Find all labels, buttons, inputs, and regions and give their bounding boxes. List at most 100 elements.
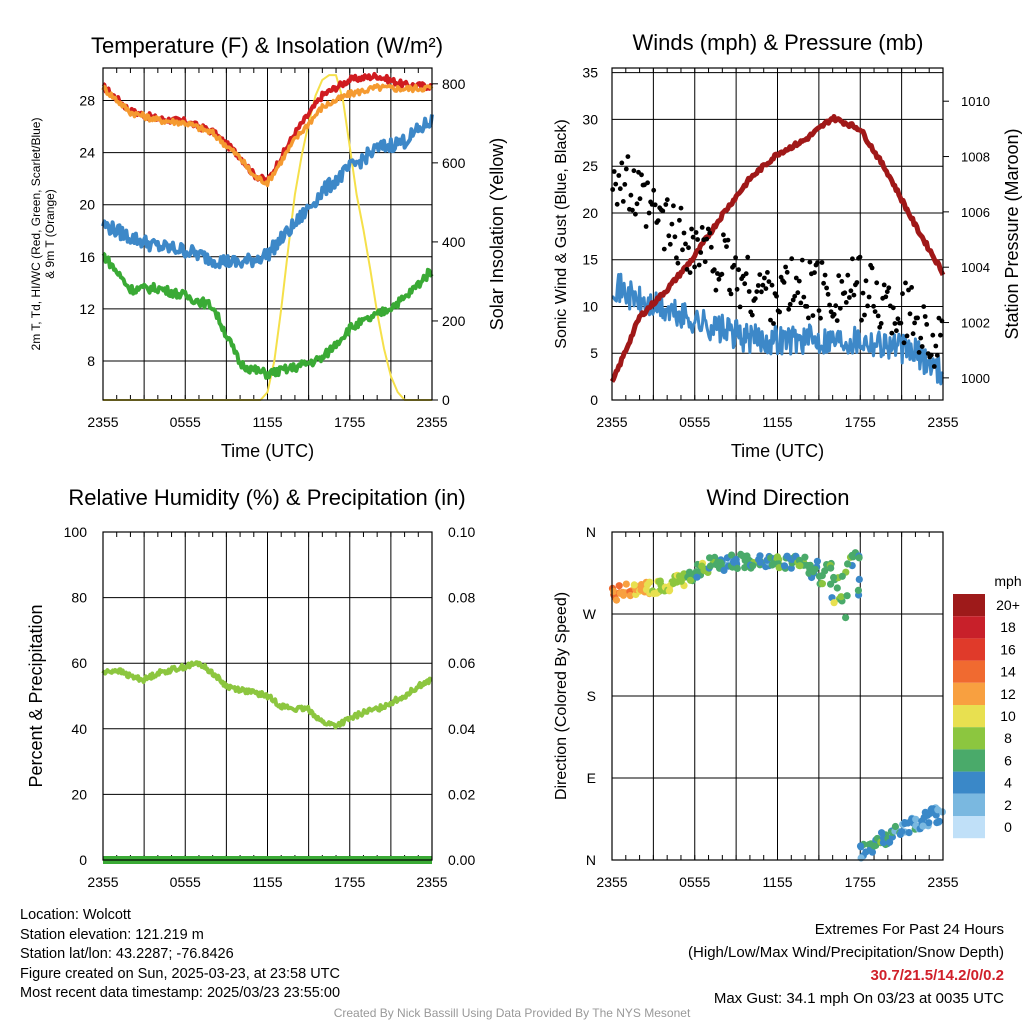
- direction-chart-direction-point: [886, 838, 894, 846]
- wind-chart-gust-point: [728, 291, 734, 297]
- wind-chart-gust-point: [877, 324, 883, 330]
- direction-chart-direction-point: [818, 572, 826, 580]
- wind-chart-gust-point: [692, 264, 697, 270]
- wind-chart-y2label: Station Pressure (Maroon): [1002, 128, 1022, 339]
- wind-chart-gust-point: [690, 234, 696, 240]
- wind-chart-gust-point: [698, 250, 704, 255]
- wind-chart-gust-point: [822, 272, 828, 278]
- wind-chart-border: [611, 67, 944, 401]
- direction-chart-xtick-label: 2355: [927, 874, 958, 890]
- wind-chart-gust-point: [936, 315, 942, 321]
- wind-chart-gust-point: [734, 286, 740, 292]
- direction-chart-direction-point: [854, 586, 863, 595]
- wind-chart-y2tick-label: 1002: [961, 316, 990, 331]
- direction-chart-direction-point: [842, 614, 850, 622]
- wind-chart-gust-point: [613, 181, 619, 187]
- direction-chart-direction-point: [741, 564, 749, 572]
- wind-chart-gust-point: [765, 270, 770, 275]
- temp-chart-ytick-label: 20: [79, 197, 95, 213]
- direction-chart-direction-point: [630, 581, 638, 589]
- direction-chart-direction-point: [622, 580, 630, 588]
- wind-chart-gust-point: [789, 256, 795, 262]
- wind-chart-ytick-label: 10: [582, 298, 598, 314]
- temp-chart-y2tick-label: 800: [442, 76, 466, 92]
- wind-chart-gust-point: [625, 154, 631, 160]
- direction-chart-direction-point: [833, 584, 841, 592]
- wind-chart-gust-point: [786, 306, 792, 312]
- wind-chart-gust-point: [865, 303, 870, 309]
- direction-chart-direction-point: [925, 819, 933, 827]
- extremes-subtitle: (High/Low/Max Wind/Precipitation/Snow De…: [688, 944, 1004, 961]
- wind-chart-gust-point: [683, 241, 688, 247]
- wind-chart-gust-point: [724, 244, 729, 250]
- wind-chart-gust-point: [704, 236, 710, 242]
- direction-chart-xtick-label: 1755: [845, 874, 876, 890]
- wind-chart-gust-point: [881, 282, 887, 288]
- wind-chart-gust-point: [689, 226, 694, 232]
- temp-chart-blue-series: [101, 114, 434, 270]
- wind-chart-gust-point: [680, 247, 685, 253]
- direction-chart-direction-point: [878, 829, 886, 837]
- wind-chart-gust-point: [731, 262, 737, 268]
- wind-chart-gust-point: [818, 315, 823, 321]
- direction-chart-legend-swatch: [953, 660, 985, 683]
- direction-chart-direction-point: [891, 822, 900, 831]
- wind-chart-gust-point: [737, 304, 743, 310]
- direction-chart-direction-point: [801, 553, 809, 561]
- temp-chart-xtick-label: 2355: [87, 414, 118, 430]
- direction-chart-direction-point: [749, 562, 757, 570]
- rh-chart-y2tick-label: 0.02: [448, 786, 475, 802]
- wind-chart-gust-point: [661, 246, 667, 252]
- wind-chart-xtick-label: 2355: [596, 414, 627, 430]
- direction-chart-direction-point: [795, 556, 804, 565]
- wind-chart-gust-point: [930, 332, 936, 338]
- direction-chart-legend-title: mph: [994, 573, 1021, 589]
- rh-chart-xtick-label: 2355: [87, 874, 118, 890]
- direction-chart-direction-point: [809, 568, 817, 576]
- rh-chart-xtick-label: 1155: [252, 874, 282, 890]
- wind-chart-gust-point: [874, 280, 880, 286]
- direction-chart-legend-swatch: [953, 816, 985, 839]
- rh-chart-ylabel: Percent & Precipitation: [26, 604, 46, 787]
- wind-chart-gust-point: [872, 309, 878, 314]
- wind-chart-gust-point: [693, 230, 699, 235]
- wind-chart-gust-point: [628, 192, 634, 198]
- wind-chart-gust-point: [783, 264, 788, 270]
- wind-chart-gust-point: [651, 187, 657, 193]
- direction-chart-direction-point: [912, 815, 920, 823]
- wind-chart-gust-point: [652, 202, 658, 208]
- wind-chart-gust-point: [843, 300, 849, 305]
- wind-chart-gust-point: [663, 202, 669, 207]
- wind-chart-gust-point: [819, 260, 825, 265]
- direction-chart-direction-point: [818, 580, 827, 588]
- direction-chart-direction-point: [615, 582, 623, 590]
- wind-chart-gust-point: [787, 301, 793, 307]
- direction-chart-legend-label: 16: [1000, 641, 1016, 657]
- direction-chart-xtick-label: 1155: [762, 874, 792, 890]
- rh-chart-title: Relative Humidity (%) & Precipitation (i…: [68, 485, 465, 510]
- direction-chart-direction-point: [744, 555, 752, 563]
- location-text: Location: Wolcott: [20, 907, 131, 923]
- wind-chart-gust-point: [799, 257, 805, 263]
- credit-footer: Created By Nick Bassill Using Data Provi…: [333, 1006, 691, 1020]
- wind-chart-gust-point: [684, 267, 690, 272]
- wind-chart-gust-point: [678, 205, 684, 211]
- wind-chart-gust-point: [863, 278, 869, 284]
- wind-chart-gust-point: [790, 297, 796, 303]
- temp-chart-y2tick-label: 0: [442, 392, 450, 408]
- wind-chart-gust-point: [924, 322, 930, 327]
- wind-chart-gust-point: [619, 160, 625, 166]
- direction-chart-direction-point: [843, 592, 851, 600]
- wind-chart-gust-point: [903, 280, 908, 286]
- wind-chart-gust-point: [804, 304, 810, 309]
- wind-chart-gust-point: [660, 208, 666, 214]
- direction-chart-legend-label: 4: [1004, 775, 1012, 791]
- rh-chart-y2tick-label: 0.00: [448, 852, 475, 868]
- temp-chart-ytick-label: 24: [79, 145, 95, 161]
- wind-chart-gust-point: [742, 281, 748, 287]
- temp-chart-xtick-label: 1155: [252, 414, 282, 430]
- wind-chart-gust-point: [889, 330, 895, 336]
- wind-chart-gust-point: [777, 309, 782, 315]
- wind-chart-ytick-label: 20: [582, 205, 598, 221]
- wind-chart-gust-point: [795, 290, 801, 296]
